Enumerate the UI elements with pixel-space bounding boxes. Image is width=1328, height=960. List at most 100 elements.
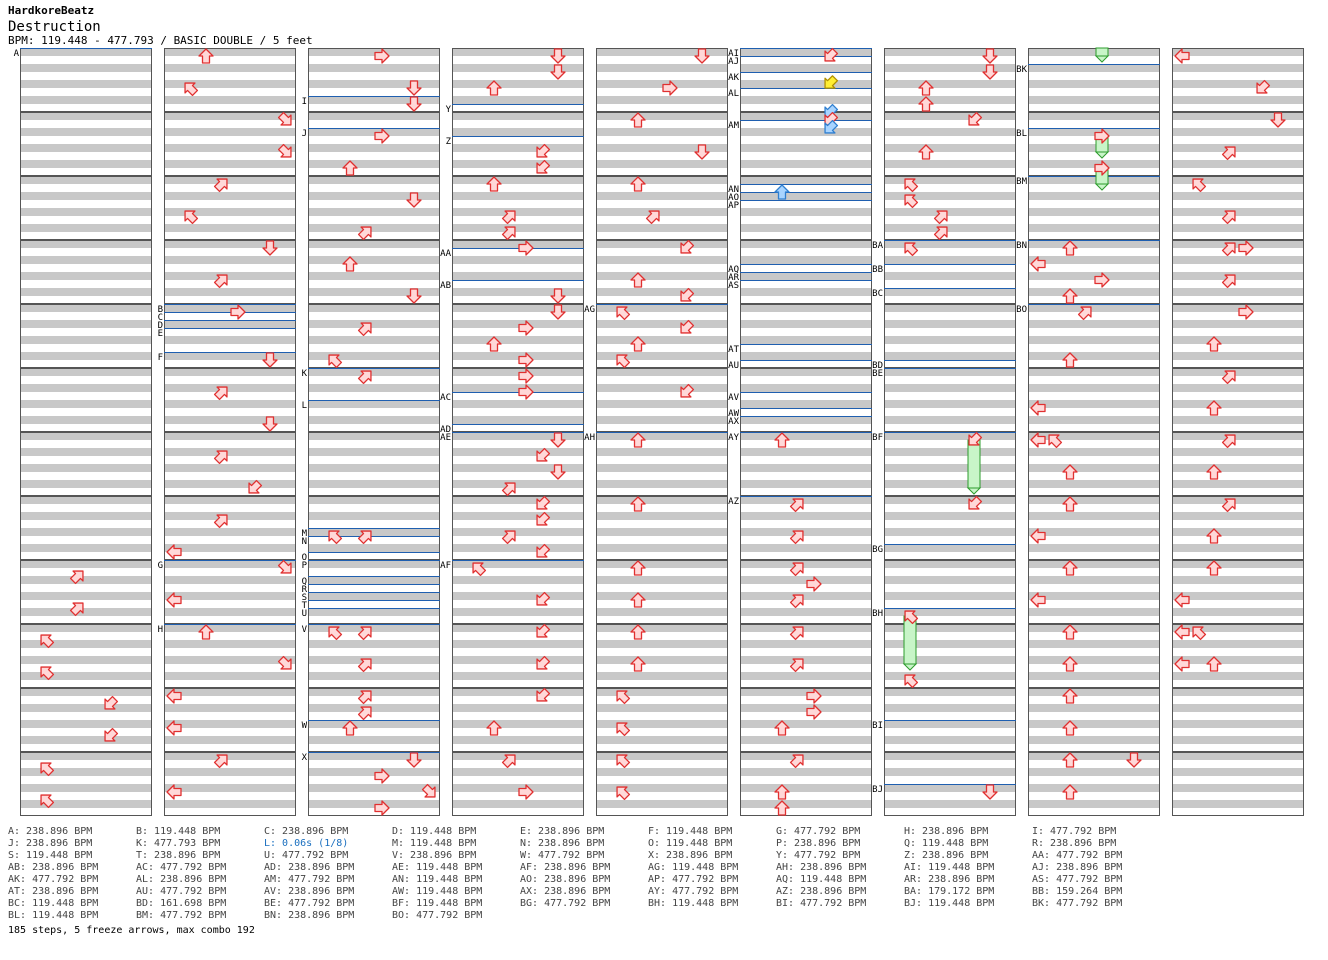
step-arrow (774, 784, 790, 800)
beat-stripe (452, 688, 584, 696)
step-arrow (1094, 272, 1110, 288)
beat-stripe (20, 560, 152, 568)
beat-stripe (1028, 640, 1160, 648)
beat-stripe (596, 656, 728, 664)
beat-stripe (1028, 128, 1160, 136)
bpm-marker-label: M (302, 529, 308, 539)
step-arrow (1094, 160, 1110, 176)
step-arrow (518, 240, 534, 256)
beat-stripe (596, 544, 728, 552)
step-arrow (262, 240, 278, 256)
step-arrow (518, 384, 534, 400)
measure-box (1172, 112, 1304, 176)
bpm-legend-entry: AG: 119.448 BPM (648, 862, 739, 873)
bpm-legend-entry: AN: 119.448 BPM (392, 874, 483, 885)
beat-stripe (20, 48, 152, 56)
beat-stripe (20, 224, 152, 232)
beat-stripe (20, 784, 152, 792)
beat-stripe (596, 176, 728, 184)
beat-stripe (596, 160, 728, 168)
step-arrow (774, 184, 790, 200)
bpm-marker-label: BD (872, 361, 883, 371)
measure-box (20, 624, 152, 688)
bpm-marker-label: S (302, 593, 307, 603)
beat-stripe (740, 464, 872, 472)
beat-stripe (884, 544, 1016, 552)
beat-stripe (1028, 464, 1160, 472)
beat-stripe (596, 576, 728, 584)
beat-stripe (740, 144, 872, 152)
beat-stripe (1172, 704, 1304, 712)
measure-box (1028, 432, 1160, 496)
beat-stripe (20, 512, 152, 520)
freeze-end (1094, 55, 1110, 63)
beat-stripe (596, 736, 728, 744)
beat-stripe (164, 640, 296, 648)
step-arrow (213, 178, 228, 193)
step-arrow (933, 226, 948, 241)
step-arrow (357, 706, 372, 721)
beat-stripe (452, 240, 584, 248)
beat-stripe (884, 368, 1016, 376)
beat-stripe (1172, 352, 1304, 360)
beat-stripe (884, 448, 1016, 456)
beat-stripe (596, 64, 728, 72)
step-arrow (1206, 336, 1222, 352)
column-svg (1172, 48, 1304, 816)
beat-stripe (452, 176, 584, 184)
bpm-legend-entry: AJ: 238.896 BPM (1032, 862, 1123, 873)
step-arrow (616, 690, 631, 705)
step-arrow (1062, 656, 1078, 672)
beat-stripe (308, 112, 440, 120)
step-arrow (1221, 434, 1236, 449)
step-arrow (1077, 306, 1092, 321)
step-arrow (536, 655, 551, 670)
beat-stripe (1028, 368, 1160, 376)
site-name: HardkoreBeatz (8, 4, 95, 17)
step-arrow (824, 75, 839, 89)
step-arrow (774, 800, 790, 816)
step-arrow (328, 530, 343, 545)
beat-stripe (164, 208, 296, 216)
freeze-end (1094, 151, 1110, 159)
step-arrow (40, 762, 55, 777)
beat-stripe (164, 160, 296, 168)
step-arrow (248, 479, 263, 494)
beat-stripe (452, 192, 584, 200)
bpm-legend-entry: T: 238.896 BPM (136, 850, 221, 861)
beat-stripe (740, 592, 872, 600)
beat-stripe (596, 48, 728, 56)
step-arrow (1192, 626, 1207, 641)
bpm-legend-entry: AH: 238.896 BPM (776, 862, 867, 873)
beat-stripe (20, 288, 152, 296)
bpm-legend-entry: AV: 238.896 BPM (264, 886, 355, 897)
step-arrow (680, 319, 695, 334)
beat-stripe (452, 96, 584, 104)
beat-stripe (1028, 96, 1160, 104)
beat-stripe (740, 768, 872, 776)
beat-stripe (1028, 400, 1160, 408)
step-arrow (1062, 560, 1078, 576)
beat-stripe (164, 528, 296, 536)
bpm-marker-label: AV (728, 393, 739, 403)
beat-stripe (740, 496, 872, 504)
measure-box (884, 176, 1016, 240)
beat-stripe (1028, 80, 1160, 88)
beat-stripe (1172, 80, 1304, 88)
beat-stripe (308, 576, 440, 584)
beat-stripe (596, 192, 728, 200)
beat-stripe (452, 224, 584, 232)
beat-stripe (308, 176, 440, 184)
beat-stripe (164, 272, 296, 280)
bpm-marker-label: W (302, 721, 308, 731)
bpm-legend-entry: S: 119.448 BPM (8, 850, 93, 861)
step-arrow (536, 511, 551, 526)
beat-stripe (20, 256, 152, 264)
beat-stripe (1172, 768, 1304, 776)
step-arrow (486, 720, 502, 736)
freeze-arrow (1095, 47, 1109, 57)
step-arrow (982, 784, 998, 800)
step-arrow (694, 144, 710, 160)
